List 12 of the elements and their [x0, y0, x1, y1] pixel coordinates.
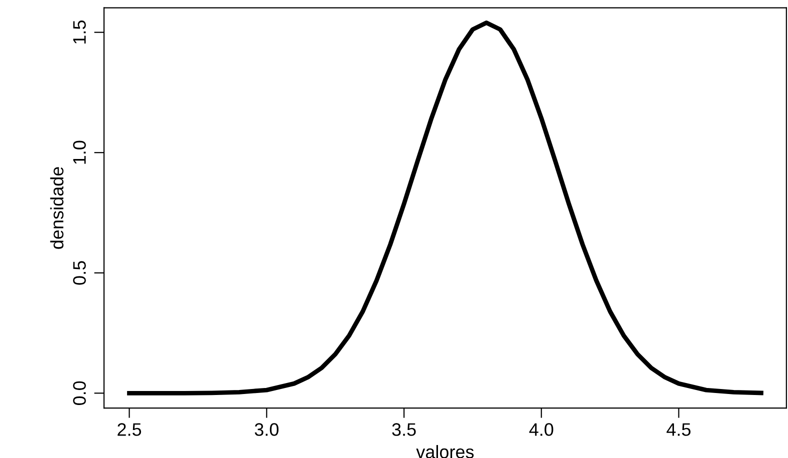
y-tick-label: 0.5 — [73, 261, 86, 285]
y-tick-label: 0.0 — [73, 381, 86, 406]
y-axis-title: densidade — [50, 167, 64, 249]
line-series — [127, 20, 764, 396]
y-tick-label: 1.5 — [73, 20, 86, 44]
x-tick-label: 4.0 — [529, 423, 554, 436]
y-tick-label: 1.0 — [73, 140, 86, 164]
x-tick-label: 4.5 — [666, 423, 691, 436]
x-tick-label: 3.0 — [254, 423, 278, 436]
x-tick-label: 3.5 — [392, 423, 416, 436]
x-axis-title: valores — [416, 445, 474, 458]
x-tick-label: 2.5 — [118, 423, 142, 436]
